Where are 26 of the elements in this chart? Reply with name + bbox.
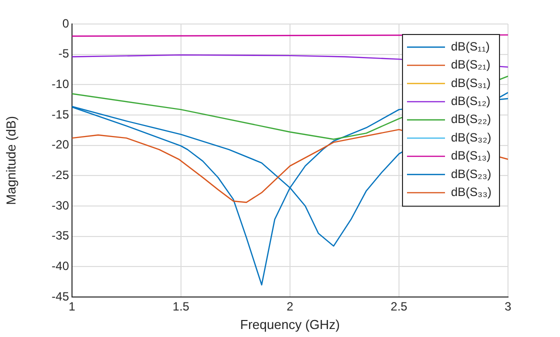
legend-label: dB(S₂₃): [451, 166, 492, 181]
legend-label: dB(S₃₂): [451, 130, 492, 144]
y-tick-label: -25: [52, 168, 70, 182]
x-tick-label: 3: [504, 300, 512, 314]
y-tick-label: -30: [52, 198, 70, 212]
y-tick-label: -20: [52, 138, 70, 152]
y-tick-label: -10: [52, 76, 70, 91]
y-axis-title: Magnitude (dB): [3, 116, 18, 205]
x-axis-title: Frequency (GHz): [240, 316, 340, 332]
legend-label: dB(S₁₃): [451, 148, 491, 163]
legend-label: dB(S₃₁): [451, 76, 491, 90]
x-tick-label: 1: [68, 300, 76, 314]
legend-label: dB(S₃₃): [451, 185, 492, 200]
x-tick-label: 1.5: [172, 300, 190, 314]
x-tick-label: 2: [286, 300, 294, 314]
y-tick-label: 0: [62, 16, 70, 30]
y-tick-label: -5: [58, 46, 70, 61]
legend-label: dB(S₁₁): [451, 39, 490, 54]
legend-label: dB(S₁₂): [451, 94, 490, 108]
y-tick-label: -15: [52, 107, 70, 122]
y-tick-label: -40: [52, 258, 70, 273]
y-tick-label: -45: [52, 289, 70, 304]
y-tick-label: -35: [52, 228, 70, 243]
legend-label: dB(S₂₁): [451, 58, 490, 72]
x-tick-label: 2.5: [390, 300, 408, 314]
legend-label: dB(S₂₂): [451, 112, 491, 126]
